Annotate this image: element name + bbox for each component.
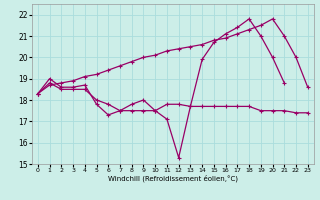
X-axis label: Windchill (Refroidissement éolien,°C): Windchill (Refroidissement éolien,°C) — [108, 175, 238, 182]
